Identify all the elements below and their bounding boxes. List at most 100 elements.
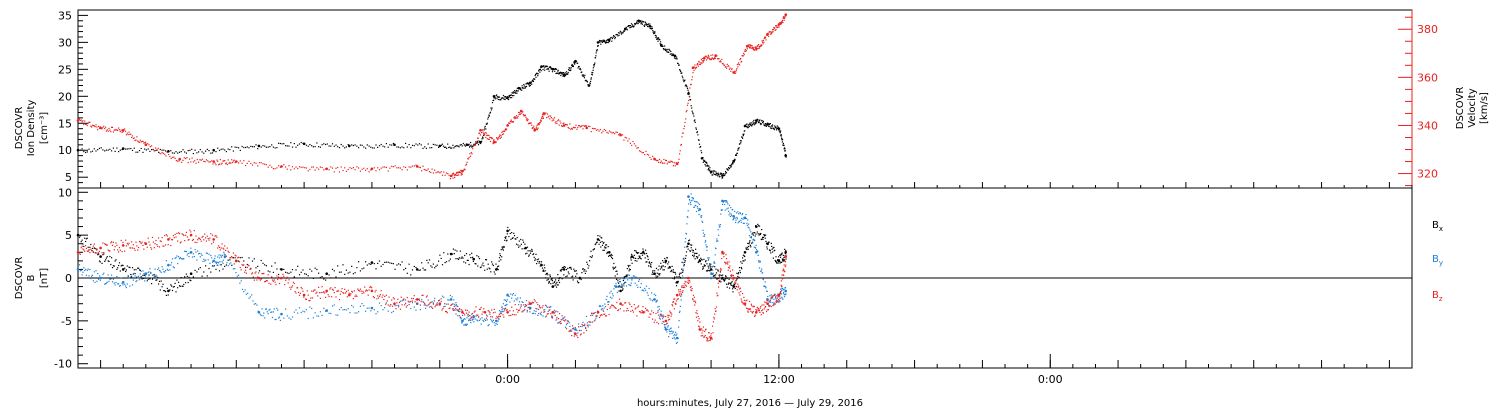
by-trace-dot [173,267,175,269]
bz-trace-dot [772,295,774,297]
bz-trace-dot [469,315,471,317]
bx-trace-dot [105,257,107,259]
bz-trace-dot [142,244,144,246]
density-trace-dot [644,23,646,26]
bx-trace-dot [540,261,543,263]
velocity-trace-dot [128,131,130,133]
density-trace-dot [550,67,552,69]
density-trace-dot [623,30,626,32]
by-trace-dot [587,324,589,326]
bz-trace-dot [318,292,321,294]
density-trace-dot [475,141,477,143]
by-trace-dot [762,278,764,280]
bx-trace-dot [305,273,307,275]
bz-point [370,289,374,293]
bz-trace-dot [482,311,484,313]
bx-trace-dot [744,255,746,258]
density-trace-dot [720,173,722,175]
bx-trace-dot [81,239,83,241]
density-trace-dot [283,143,285,145]
velocity-trace-dot [708,55,710,58]
bx-trace-dot [80,241,82,243]
b-tick-label: 10 [58,186,72,199]
density-trace-dot [366,144,368,146]
velocity-trace-dot [385,166,387,169]
bx-trace-dot [549,275,551,277]
bx-trace-dot [503,246,505,248]
bx-trace-dot [203,271,205,273]
density-trace-dot [664,48,666,50]
velocity-trace-dot [526,118,528,120]
bz-trace-dot [210,233,212,235]
bz-trace-dot [668,319,670,321]
bz-trace-dot [737,286,739,288]
density-trace-dot [178,151,181,153]
bx-point [121,268,125,271]
velocity-trace-dot [477,137,479,139]
bx-trace-dot [748,245,750,248]
bz-trace-dot [568,330,570,333]
velocity-trace-dot [783,19,785,21]
by-trace-dot [668,330,671,332]
bz-trace-dot [195,235,197,237]
bx-trace-dot [623,283,625,285]
bx-trace-dot [745,247,747,249]
bz-trace-dot [465,309,467,311]
by-trace-dot [691,200,693,202]
density-trace-dot [198,151,200,153]
bx-trace-dot [604,247,606,249]
bz-trace-dot [358,289,360,291]
by-trace-dot [145,275,147,277]
by-trace-dot [335,314,337,316]
by-trace-dot [176,255,178,257]
density-trace-dot [151,149,153,151]
by-trace-dot [266,311,268,313]
bz-trace-dot [602,309,604,311]
bz-trace-dot [104,243,106,245]
density-trace-dot [565,75,567,77]
velocity-trace-dot [169,155,171,158]
density-trace-dot [743,133,745,135]
bx-trace-dot [111,267,114,269]
velocity-point [235,160,238,163]
by-trace-dot [683,257,685,259]
bx-trace-dot [232,257,234,259]
velocity-trace-dot [748,44,750,46]
bx-trace-dot [410,274,412,276]
bz-trace-dot [764,301,766,303]
by-trace-dot [207,259,209,261]
by-trace-dot [215,263,217,265]
density-trace-dot [636,21,638,23]
density-trace-dot [142,151,144,153]
bz-trace-dot [681,286,683,288]
bz-trace-dot [398,306,400,308]
bz-trace-dot [314,289,316,291]
bx-trace-dot [99,261,101,263]
bz-trace-dot [758,310,761,312]
by-trace-dot [493,322,495,324]
bz-trace-dot [218,245,220,247]
bz-trace-dot [666,322,668,324]
by-trace-dot [491,321,494,323]
by-trace-dot [137,277,139,279]
density-trace-dot [686,87,689,89]
bz-trace-dot [716,292,718,294]
bz-point [551,311,555,314]
by-trace-dot [278,316,281,318]
bx-trace-dot [356,267,358,269]
by-trace-dot [191,256,194,258]
density-trace-dot [582,74,584,76]
by-trace-dot [154,268,156,270]
bz-trace-dot [692,298,694,300]
bz-trace-dot [307,294,309,296]
by-trace-dot [784,287,787,289]
bz-trace-dot [300,286,302,289]
velocity-trace-dot [578,125,580,127]
bx-trace-dot [595,241,598,244]
bx-trace-dot [141,278,143,280]
bx-trace-dot [534,259,536,261]
bx-trace-dot [686,246,688,248]
bx-trace-dot [644,253,646,255]
bx-trace-dot [105,259,107,261]
bz-trace-dot [604,313,606,315]
